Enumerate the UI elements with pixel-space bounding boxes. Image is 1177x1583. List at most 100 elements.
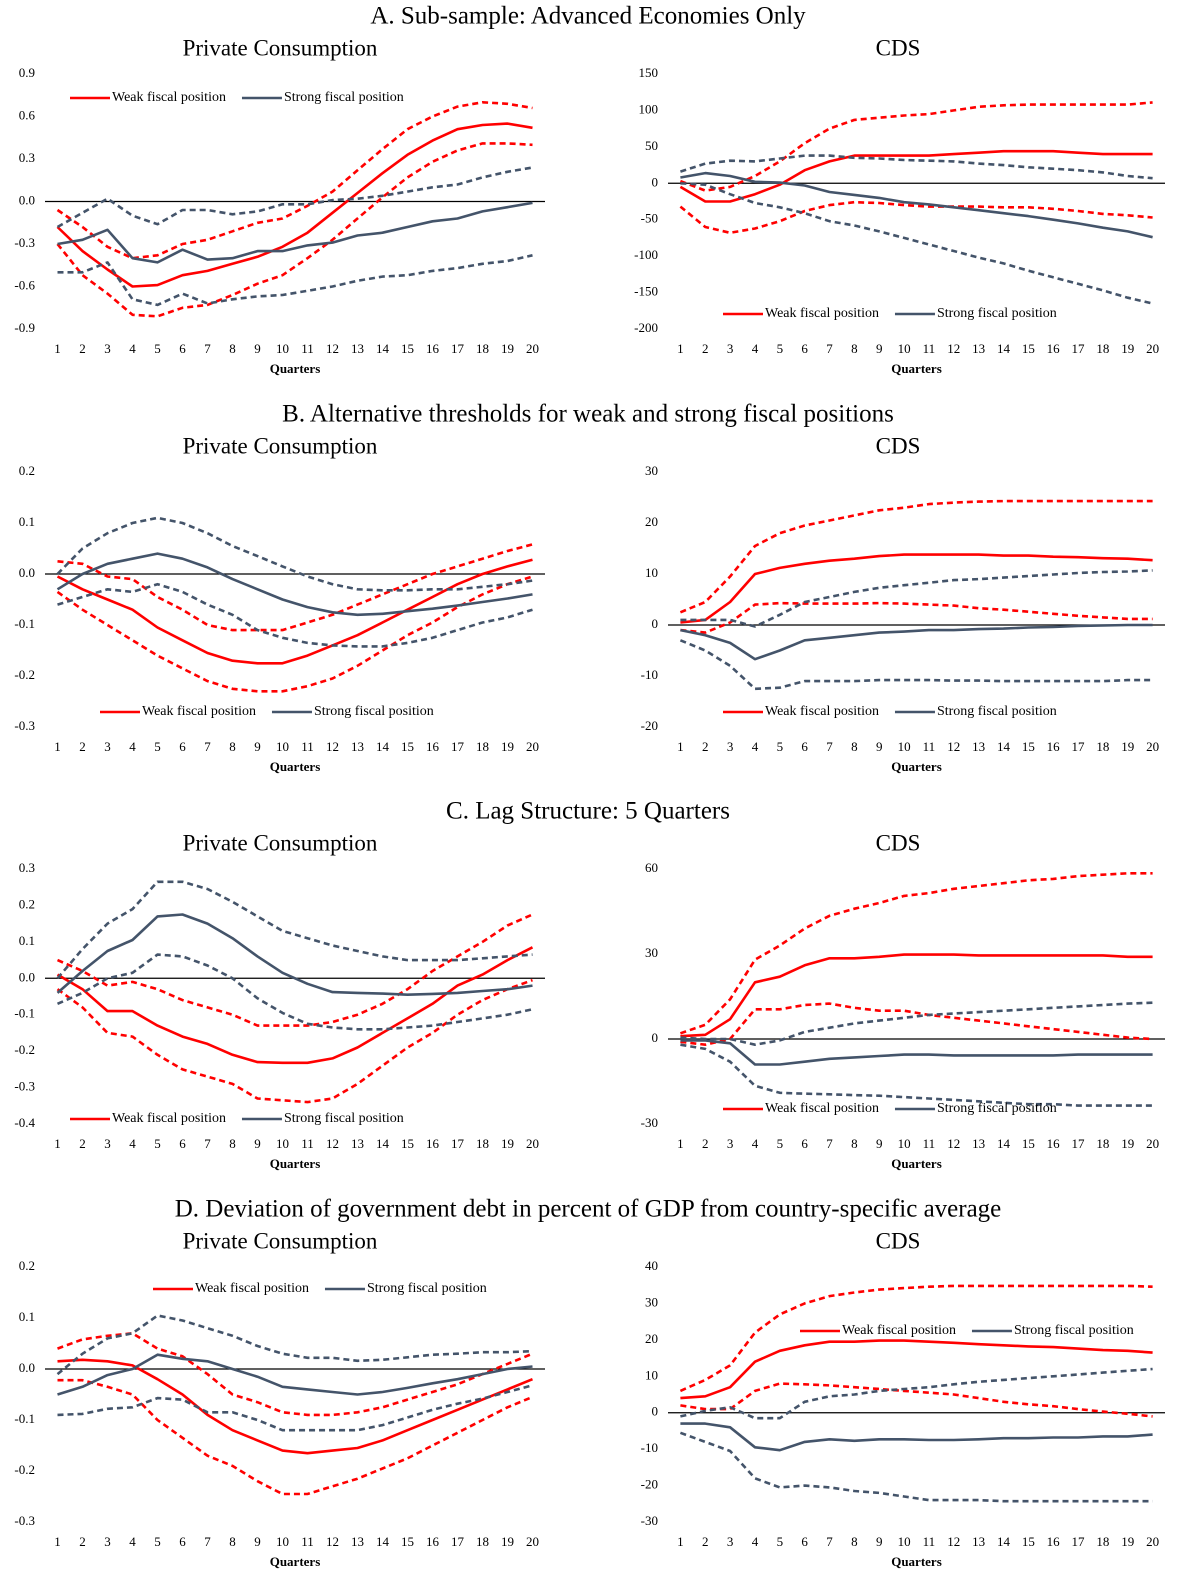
band-line — [56, 978, 533, 1104]
x-tick-label: 3 — [727, 1534, 734, 1549]
x-tick-label: 13 — [972, 739, 985, 754]
legend-label: Weak fiscal position — [195, 1281, 309, 1296]
x-tick-label: 6 — [801, 341, 808, 356]
chart-title: CDS — [876, 830, 921, 855]
x-tick-label: 1 — [54, 1534, 61, 1549]
x-tick-label: 18 — [1096, 1136, 1109, 1151]
x-tick-label: 20 — [1146, 739, 1159, 754]
x-tick-label: 17 — [1072, 1136, 1086, 1151]
y-tick-label: 10 — [645, 1367, 658, 1382]
x-tick-label: 11 — [301, 1136, 314, 1151]
x-tick-label: 11 — [301, 1534, 314, 1549]
series-line — [56, 558, 533, 665]
section-title: B. Alternative thresholds for weak and s… — [282, 401, 894, 428]
y-tick-label: 30 — [645, 1294, 658, 1309]
x-tick-label: 8 — [229, 1534, 236, 1549]
y-tick-label: 20 — [645, 1331, 658, 1346]
x-tick-label: 10 — [276, 1534, 289, 1549]
y-tick-label: 0 — [652, 1030, 659, 1045]
chart-title: Private Consumption — [183, 830, 378, 855]
y-tick-label: 150 — [639, 65, 659, 80]
y-tick-label: -0.6 — [14, 277, 35, 292]
band-line — [679, 1284, 1153, 1393]
x-tick-label: 13 — [972, 341, 985, 356]
x-tick-label: 7 — [204, 1136, 211, 1151]
x-axis-label: Quarters — [270, 361, 321, 376]
x-tick-label: 15 — [1022, 1136, 1035, 1151]
y-tick-label: -0.9 — [14, 320, 35, 335]
x-tick-label: 20 — [1146, 1534, 1159, 1549]
x-tick-label: 10 — [276, 1136, 289, 1151]
y-tick-label: 0.6 — [19, 107, 36, 122]
x-tick-label: 8 — [851, 739, 858, 754]
x-tick-label: 17 — [451, 1136, 465, 1151]
x-tick-label: 19 — [1121, 1136, 1134, 1151]
x-tick-label: 11 — [301, 341, 314, 356]
x-tick-label: 6 — [801, 1136, 808, 1151]
x-tick-label: 6 — [179, 1534, 186, 1549]
chart-title: CDS — [876, 1228, 921, 1253]
legend-label: Strong fiscal position — [284, 1111, 404, 1126]
x-tick-label: 3 — [104, 1136, 111, 1151]
x-tick-label: 13 — [351, 341, 364, 356]
band-line — [57, 1384, 533, 1432]
y-tick-label: -0.3 — [14, 718, 35, 733]
x-tick-label: 2 — [79, 739, 86, 754]
x-tick-label: 5 — [154, 341, 161, 356]
x-tick-label: 15 — [401, 1534, 414, 1549]
series-line — [680, 1339, 1153, 1400]
x-axis-label: Quarters — [891, 1554, 942, 1569]
x-tick-label: 18 — [476, 739, 489, 754]
legend-label: Strong fiscal position — [937, 306, 1057, 321]
x-tick-label: 1 — [677, 739, 684, 754]
x-tick-label: 13 — [972, 1136, 985, 1151]
x-tick-label: 8 — [851, 1534, 858, 1549]
band-line — [56, 913, 534, 1027]
band-line — [57, 543, 533, 632]
x-tick-label: 8 — [851, 341, 858, 356]
chart: Private Consumption -0.4 -0.3 -0.2 -0.1 0.0 0.… — [14, 830, 545, 1171]
x-axis-label: Quarters — [270, 759, 321, 774]
x-tick-label: 16 — [426, 739, 440, 754]
y-tick-label: -0.1 — [14, 1006, 35, 1021]
x-tick-label: 2 — [702, 1136, 709, 1151]
x-tick-label: 14 — [997, 739, 1011, 754]
y-tick-label: 40 — [645, 1258, 658, 1273]
y-tick-label: 0 — [652, 1404, 659, 1419]
band-line — [680, 1382, 1153, 1418]
x-tick-label: 4 — [752, 341, 759, 356]
x-axis-label: Quarters — [270, 1554, 321, 1569]
legend-label: Weak fiscal position — [112, 1111, 226, 1126]
y-tick-label: -0.2 — [14, 667, 35, 682]
x-tick-label: 20 — [1146, 341, 1159, 356]
x-tick-label: 13 — [351, 1534, 364, 1549]
y-tick-label: 0.2 — [19, 1258, 35, 1273]
y-tick-label: 0.3 — [19, 150, 35, 165]
legend-label: Weak fiscal position — [765, 1101, 879, 1116]
y-tick-label: 10 — [645, 565, 658, 580]
series-line — [57, 201, 533, 264]
x-tick-label: 12 — [947, 1534, 960, 1549]
x-tick-label: 15 — [401, 1136, 414, 1151]
y-tick-label: 50 — [645, 138, 658, 153]
x-tick-label: 7 — [204, 1534, 211, 1549]
x-tick-label: 8 — [851, 1136, 858, 1151]
x-tick-label: 12 — [326, 1136, 339, 1151]
chart: Private Consumption -0.9 -0.6 -0.3 0.0 0.3 0.6… — [14, 35, 545, 376]
y-tick-label: 100 — [639, 101, 659, 116]
x-tick-label: 2 — [702, 341, 709, 356]
series-line — [680, 171, 1153, 239]
x-tick-label: 1 — [677, 1534, 684, 1549]
x-tick-label: 17 — [1072, 739, 1086, 754]
x-tick-label: 15 — [1022, 341, 1035, 356]
series-line — [680, 623, 1153, 661]
x-tick-label: 4 — [129, 341, 136, 356]
band-line — [679, 101, 1153, 192]
x-tick-label: 4 — [752, 1534, 759, 1549]
x-tick-label: 4 — [129, 739, 136, 754]
band-line — [679, 872, 1153, 1035]
x-tick-label: 11 — [923, 1136, 936, 1151]
band-line — [680, 1002, 1153, 1046]
